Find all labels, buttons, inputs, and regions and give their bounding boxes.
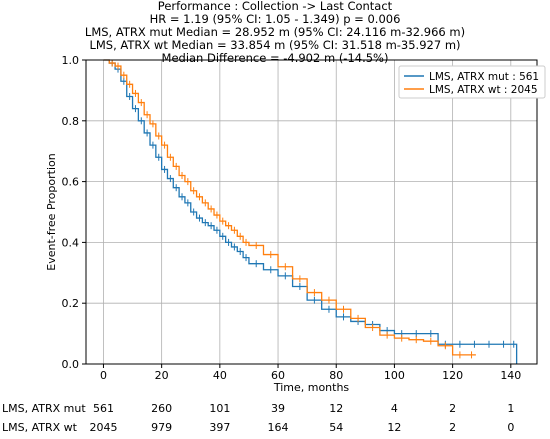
risk-row: LMS, ATRX mut 561 260 101 39 12 4 2 1 — [0, 402, 550, 420]
survival-curve-1 — [103, 59, 476, 356]
y-axis-label: Event-free Proportion — [45, 153, 58, 270]
risk-count: 2045 — [89, 421, 118, 434]
risk-row-label: LMS, ATRX mut — [2, 402, 86, 415]
risk-count: 260 — [151, 402, 173, 415]
risk-count: 0 — [507, 421, 515, 434]
mut-median-text: LMS, ATRX mut Median = 28.952 m (95% CI:… — [84, 25, 466, 39]
risk-count: 12 — [387, 421, 402, 434]
x-axis-label: Time, months — [273, 381, 350, 394]
risk-count: 2 — [449, 421, 457, 434]
y-tick-label: 0.6 — [62, 176, 80, 189]
risk-count: 39 — [271, 402, 286, 415]
y-tick-label: 0.0 — [62, 358, 80, 371]
chart-series — [103, 59, 518, 364]
risk-count: 2 — [449, 402, 457, 415]
risk-count: 54 — [329, 421, 344, 434]
risk-count: 164 — [267, 421, 289, 434]
x-tick-label: 20 — [155, 369, 169, 382]
x-tick-label: 140 — [500, 369, 521, 382]
survival-curve-0 — [103, 59, 518, 364]
y-tick-label: 0.2 — [62, 297, 80, 310]
legend-entry-1: LMS, ATRX wt : 2045 — [429, 84, 538, 96]
y-tick-label: 0.8 — [62, 115, 80, 128]
y-tick-label: 0.4 — [62, 236, 80, 249]
risk-count: 979 — [151, 421, 173, 434]
chart-title: Performance : Collection -> Last Contact — [157, 0, 393, 13]
plot-frame — [85, 59, 538, 365]
chart-axes: 0.0 0.2 0.4 0.6 0.8 1.0 0 20 40 60 80 100 120 140 Time… — [45, 54, 521, 394]
chart-title-block: Performance : Collection -> Last Contact… — [0, 0, 550, 65]
y-tick-label: 1.0 — [62, 54, 80, 67]
risk-row: LMS, ATRX wt 2045 979 397 164 54 12 2 0 — [0, 421, 550, 439]
risk-count: 12 — [329, 402, 344, 415]
legend-entry-0: LMS, ATRX mut : 561 — [429, 71, 539, 83]
x-tick-label: 0 — [100, 369, 107, 382]
legend-box — [398, 65, 546, 99]
chart-grid — [86, 59, 537, 365]
hazard-ratio-text: HR = 1.19 (95% CI: 1.05 - 1.349) p = 0.0… — [149, 12, 401, 26]
risk-count: 561 — [92, 402, 114, 415]
wt-median-text: LMS, ATRX wt Median = 33.854 m (95% CI: … — [89, 38, 461, 52]
x-tick-label: 120 — [442, 369, 463, 382]
x-tick-label: 60 — [271, 369, 285, 382]
x-tick-label: 40 — [213, 369, 227, 382]
risk-table: LMS, ATRX mut 561 260 101 39 12 4 2 1 LMS, ATRX w… — [0, 402, 550, 439]
risk-row-label: LMS, ATRX wt — [2, 421, 77, 434]
x-tick-label: 100 — [384, 369, 405, 382]
risk-count: 397 — [209, 421, 231, 434]
risk-count: 4 — [390, 402, 398, 415]
kaplan-meier-chart: 0.0 0.2 0.4 0.6 0.8 1.0 0 20 40 60 80 100 120 140 Time… — [45, 54, 546, 394]
risk-count: 1 — [507, 402, 515, 415]
x-tick-label: 80 — [329, 369, 343, 382]
median-difference-text: Median Difference = -4.902 m (-14.5%) — [161, 51, 389, 65]
risk-count: 101 — [209, 402, 231, 415]
